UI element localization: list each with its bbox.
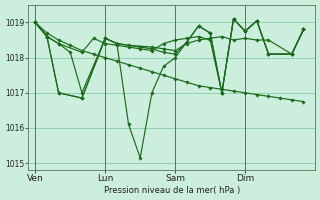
X-axis label: Pression niveau de la mer( hPa ): Pression niveau de la mer( hPa ) — [104, 186, 240, 195]
